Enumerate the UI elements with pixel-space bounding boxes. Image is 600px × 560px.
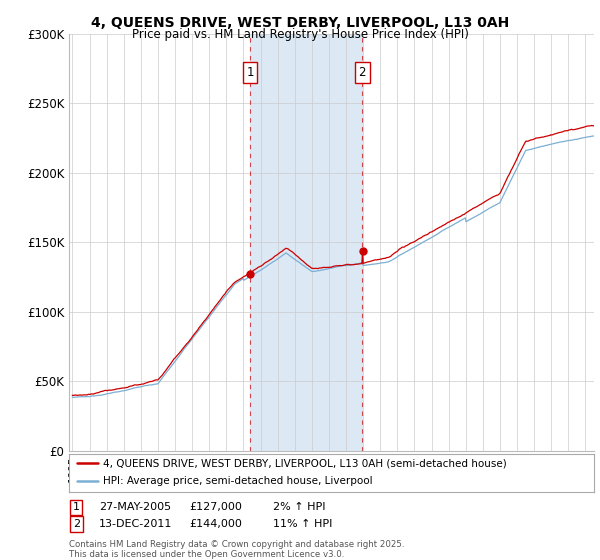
Text: £144,000: £144,000	[189, 519, 242, 529]
Text: 4, QUEENS DRIVE, WEST DERBY, LIVERPOOL, L13 0AH: 4, QUEENS DRIVE, WEST DERBY, LIVERPOOL, …	[91, 16, 509, 30]
Text: 13-DEC-2011: 13-DEC-2011	[99, 519, 172, 529]
Bar	[250, 34, 362, 451]
Text: 2% ↑ HPI: 2% ↑ HPI	[273, 502, 325, 512]
Text: Price paid vs. HM Land Registry's House Price Index (HPI): Price paid vs. HM Land Registry's House …	[131, 28, 469, 41]
Text: 27-MAY-2005: 27-MAY-2005	[99, 502, 171, 512]
Text: 2: 2	[359, 66, 366, 79]
Text: 1: 1	[246, 66, 254, 79]
Text: HPI: Average price, semi-detached house, Liverpool: HPI: Average price, semi-detached house,…	[103, 477, 373, 487]
Text: 4, QUEENS DRIVE, WEST DERBY, LIVERPOOL, L13 0AH (semi-detached house): 4, QUEENS DRIVE, WEST DERBY, LIVERPOOL, …	[103, 458, 507, 468]
Text: 2: 2	[73, 519, 80, 529]
Text: 1: 1	[73, 502, 80, 512]
Text: £127,000: £127,000	[189, 502, 242, 512]
Text: 11% ↑ HPI: 11% ↑ HPI	[273, 519, 332, 529]
Text: Contains HM Land Registry data © Crown copyright and database right 2025.
This d: Contains HM Land Registry data © Crown c…	[69, 540, 404, 559]
